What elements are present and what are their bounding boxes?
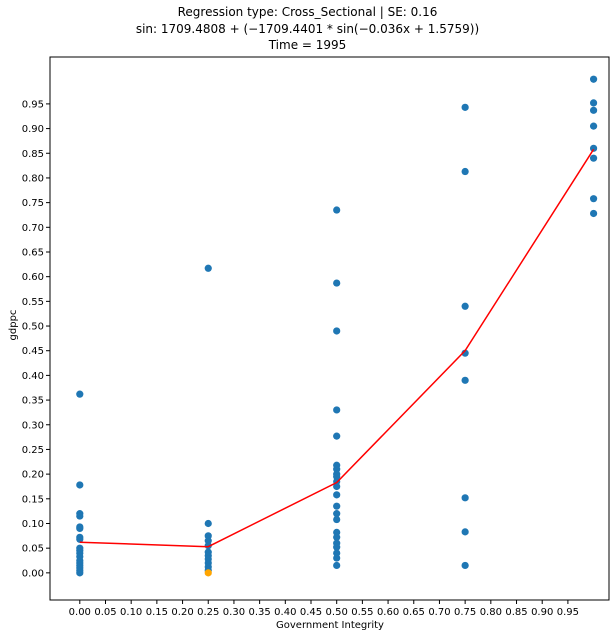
- y-tick-label: 0.75: [22, 198, 44, 209]
- y-tick-label: 0.30: [22, 420, 44, 431]
- data-point: [204, 532, 212, 540]
- data-point: [589, 99, 598, 107]
- x-tick-label: 0.70: [428, 607, 450, 618]
- x-tick-label: 0.80: [480, 607, 502, 618]
- x-axis-label: Government Integrity: [276, 620, 384, 631]
- data-point: [333, 465, 341, 473]
- y-tick-label: 0.50: [22, 322, 44, 333]
- data-point: [333, 554, 341, 562]
- x-tick-label: 0.10: [120, 607, 142, 618]
- plot-frame: [49, 56, 610, 601]
- y-tick-label: 0.20: [22, 470, 44, 481]
- x-tick-label: 0.05: [94, 607, 116, 618]
- y-tick-label: 0.65: [22, 247, 44, 258]
- regression-line: [79, 148, 595, 548]
- x-tick-label: 0.50: [326, 607, 348, 618]
- x-tick-label: 0.60: [377, 607, 399, 618]
- y-tick-label: 0.85: [22, 149, 44, 160]
- data-point: [461, 167, 469, 176]
- data-point: [461, 494, 469, 502]
- y-tick-label: 0.80: [22, 173, 44, 184]
- x-tick-label: 0.65: [403, 607, 425, 618]
- y-tick-label: 0.95: [22, 99, 44, 110]
- y-tick-label: 0.70: [22, 223, 44, 234]
- y-tick-label: 0.10: [22, 519, 44, 530]
- y-tick-label: 0.40: [22, 371, 44, 382]
- x-tick-label: 0.30: [223, 607, 245, 618]
- data-point: [204, 542, 212, 550]
- data-point: [204, 264, 212, 272]
- data-point: [333, 561, 341, 570]
- data-point: [333, 206, 341, 214]
- data-point: [333, 482, 341, 491]
- data-point: [333, 432, 341, 440]
- x-tick-label: 0.40: [274, 607, 296, 618]
- y-axis-label: gdppc: [8, 310, 19, 341]
- data-point: [589, 144, 598, 152]
- y-tick-label: 0.90: [22, 124, 44, 135]
- x-tick-label: 0.75: [454, 607, 476, 618]
- data-point: [76, 524, 84, 533]
- x-tick-label: 0.90: [531, 607, 553, 618]
- data-point: [76, 512, 84, 520]
- data-point: [76, 481, 84, 489]
- chart-title-line-2: sin: 1709.4808 + (−1709.4401 * sin(−0.03…: [135, 22, 480, 36]
- data-point: [461, 103, 469, 111]
- data-point: [76, 569, 84, 577]
- data-point: [461, 376, 469, 384]
- x-tick-label: 0.15: [146, 607, 168, 618]
- plot-area: 0.00 0.05 0.10 0.15 0.20 0.25 0.30 0.35 0.40 0.45…: [22, 56, 610, 618]
- y-tick-label: 0.45: [22, 346, 44, 357]
- x-tick-label: 0.35: [248, 607, 270, 618]
- data-point: [333, 327, 341, 335]
- data-point: [589, 106, 598, 114]
- data-point: [333, 406, 341, 414]
- data-point: [333, 491, 341, 499]
- data-point: [589, 75, 598, 83]
- x-tick-label: 0.20: [171, 607, 193, 618]
- y-tick-label: 0.05: [22, 544, 44, 555]
- data-point: [461, 561, 469, 570]
- data-point: [333, 515, 341, 524]
- chart-title-line-3: Time = 1995: [268, 38, 347, 52]
- data-point: [333, 549, 341, 557]
- data-point: [333, 543, 341, 551]
- data-point: [461, 349, 469, 357]
- x-tick-label: 0.95: [557, 607, 579, 618]
- data-point: [589, 122, 598, 130]
- y-tick-label: 0.60: [22, 272, 44, 283]
- data-point: [204, 537, 212, 545]
- data-point: [333, 502, 341, 510]
- data-point: [204, 519, 212, 528]
- data-point: [589, 154, 598, 162]
- x-tick-label: 0.00: [69, 607, 91, 618]
- data-point: [76, 390, 84, 398]
- y-tick-label: 0.35: [22, 396, 44, 407]
- y-tick-label: 0.00: [22, 568, 44, 579]
- data-point: [333, 510, 341, 518]
- data-point: [589, 209, 598, 218]
- data-point: [76, 535, 84, 543]
- y-tick-label: 0.55: [22, 297, 44, 308]
- highlighted-point: [204, 569, 212, 577]
- data-point: [461, 528, 469, 536]
- data-point: [333, 533, 341, 541]
- data-point: [589, 195, 598, 203]
- x-tick-label: 0.25: [197, 607, 219, 618]
- x-tick-label: 0.85: [505, 607, 527, 618]
- data-point: [461, 302, 469, 310]
- chart-title-line-1: Regression type: Cross_Sectional | SE: 0…: [177, 5, 438, 19]
- data-point: [333, 528, 341, 536]
- x-tick-label: 0.55: [351, 607, 373, 618]
- data-point: [333, 472, 341, 481]
- x-tick-label: 0.45: [300, 607, 322, 618]
- y-tick-label: 0.25: [22, 445, 44, 456]
- data-point: [333, 279, 341, 287]
- y-tick-label: 0.15: [22, 494, 44, 505]
